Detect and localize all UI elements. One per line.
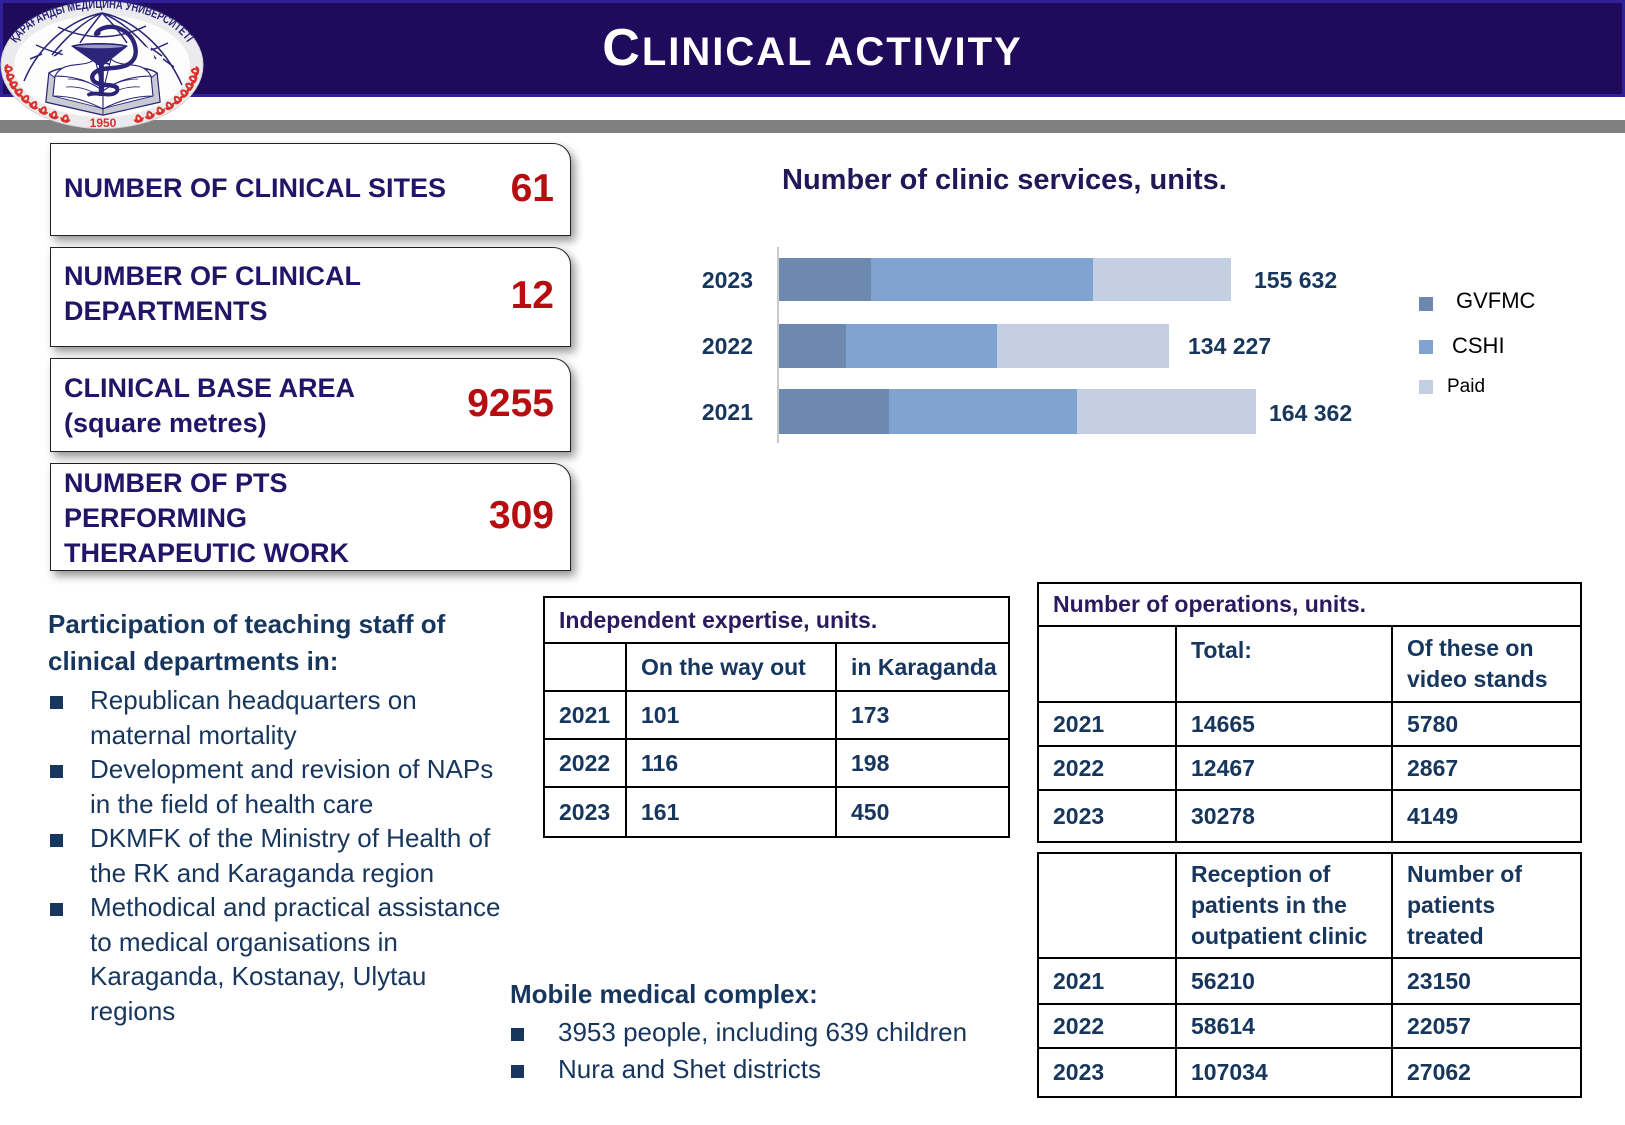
svg-text:1950: 1950 [90, 116, 117, 130]
